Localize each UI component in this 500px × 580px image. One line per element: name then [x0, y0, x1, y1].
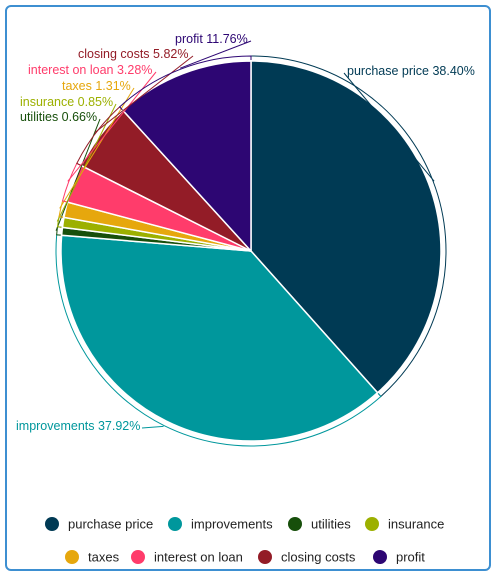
- legend-marker-taxes[interactable]: [65, 550, 79, 564]
- leader-line-purchase-price: [343, 72, 435, 182]
- legend-marker-interest-on-loan[interactable]: [131, 550, 145, 564]
- slice-label-taxes: taxes 1.31%: [62, 79, 131, 93]
- leader-line-profit: [180, 40, 252, 69]
- label-bracket-purchase-price: [250, 55, 447, 398]
- legend-label-interest-on-loan[interactable]: interest on loan: [154, 550, 243, 565]
- legend-label-purchase-price[interactable]: purchase price: [68, 517, 153, 532]
- legend: purchase price improvements utilities insur…: [45, 517, 444, 565]
- legend-label-taxes[interactable]: taxes: [88, 550, 120, 565]
- slice-label-insurance: insurance 0.85%: [20, 95, 113, 109]
- legend-marker-closing-costs[interactable]: [258, 550, 272, 564]
- slice-label-purchase-price: purchase price 38.40%: [347, 64, 475, 78]
- slice-labels: purchase price 38.40% improvements 37.92%…: [16, 32, 475, 447]
- pie-slice-improvements[interactable]: [60, 234, 379, 442]
- legend-marker-insurance[interactable]: [365, 517, 379, 531]
- pie-slice-purchase-price[interactable]: [250, 60, 442, 394]
- legend-label-insurance[interactable]: insurance: [388, 517, 444, 532]
- slice-label-interest-on-loan: interest on loan 3.28%: [28, 63, 152, 77]
- slice-label-utilities: utilities 0.66%: [20, 110, 97, 124]
- slice-label-improvements: improvements 37.92%: [16, 419, 140, 433]
- legend-marker-improvements[interactable]: [168, 517, 182, 531]
- legend-label-utilities[interactable]: utilities: [311, 517, 351, 532]
- legend-label-improvements[interactable]: improvements: [191, 517, 273, 532]
- legend-marker-purchase-price[interactable]: [45, 517, 59, 531]
- legend-marker-utilities[interactable]: [288, 517, 302, 531]
- legend-label-closing-costs[interactable]: closing costs: [281, 550, 356, 565]
- leader-line-improvements: [141, 425, 164, 429]
- label-bracket-improvements: [55, 234, 382, 447]
- label-bracket-profit: [118, 55, 252, 111]
- legend-marker-profit[interactable]: [373, 550, 387, 564]
- slice-label-profit: profit 11.76%: [175, 32, 248, 46]
- leader-line-closing-costs: [94, 55, 194, 133]
- slice-label-closing-costs: closing costs 5.82%: [78, 47, 188, 61]
- leader-line-taxes: [59, 87, 135, 209]
- pie-slices: [60, 60, 442, 442]
- legend-label-profit[interactable]: profit: [396, 550, 425, 565]
